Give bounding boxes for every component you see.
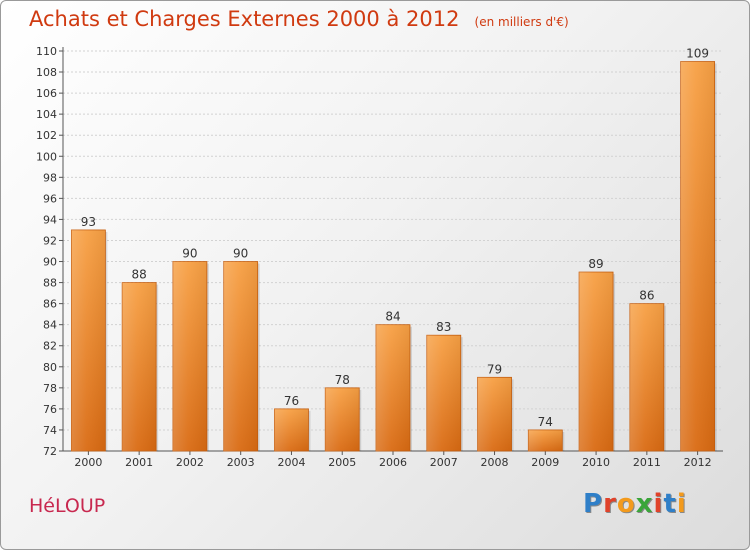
x-tick-label: 2003 xyxy=(227,456,255,469)
bar-value-label: 89 xyxy=(588,257,603,271)
x-tick-label: 2001 xyxy=(125,456,153,469)
logo-letter: r xyxy=(603,489,617,519)
bar-highlight xyxy=(325,387,360,451)
x-tick-label: 2004 xyxy=(277,456,305,469)
y-tick-label: 72 xyxy=(43,445,57,458)
y-tick-label: 92 xyxy=(43,234,57,247)
bar-value-label: 84 xyxy=(385,310,400,324)
bar-value-label: 88 xyxy=(132,268,147,282)
y-tick-label: 84 xyxy=(43,319,57,332)
bar-highlight xyxy=(274,408,309,451)
y-tick-label: 104 xyxy=(36,108,57,121)
bar-highlight xyxy=(426,335,461,451)
bar-highlight xyxy=(71,229,106,451)
y-tick-label: 90 xyxy=(43,256,57,269)
y-tick-label: 74 xyxy=(43,424,57,437)
y-tick-label: 94 xyxy=(43,213,57,226)
logo-letter: x xyxy=(635,489,654,519)
y-tick-label: 88 xyxy=(43,277,57,290)
x-tick-label: 2006 xyxy=(379,456,407,469)
x-tick-label: 2002 xyxy=(176,456,204,469)
logo-letter: i xyxy=(676,489,687,519)
bar-highlight xyxy=(122,282,157,451)
y-tick-label: 82 xyxy=(43,340,57,353)
bar-value-label: 74 xyxy=(538,415,553,429)
bar-value-label: 90 xyxy=(233,247,248,261)
x-tick-label: 2012 xyxy=(684,456,712,469)
logo-letter: P xyxy=(583,489,604,519)
chart-subtitle: (en milliers d'€) xyxy=(474,15,569,29)
proxiti-logo: Proxiti xyxy=(583,489,687,519)
x-tick-label: 2008 xyxy=(481,456,509,469)
chart-title-group: Achats et Charges Externes 2000 à 2012 (… xyxy=(29,7,569,31)
logo-letter: i xyxy=(653,489,664,519)
y-tick-label: 108 xyxy=(36,66,57,79)
x-tick-label: 2000 xyxy=(74,456,102,469)
bar-highlight xyxy=(172,261,207,451)
y-tick-label: 80 xyxy=(43,361,57,374)
bar-value-label: 78 xyxy=(335,373,350,387)
bar-highlight xyxy=(528,429,563,451)
commune-name: HéLOUP xyxy=(29,495,106,517)
bar-value-label: 79 xyxy=(487,362,502,376)
bar-value-label: 76 xyxy=(284,394,299,408)
y-tick-label: 102 xyxy=(36,129,57,142)
bar-highlight xyxy=(376,324,410,451)
y-tick-label: 100 xyxy=(36,150,57,163)
x-tick-label: 2007 xyxy=(430,456,458,469)
x-tick-label: 2005 xyxy=(328,456,356,469)
x-tick-label: 2011 xyxy=(633,456,661,469)
bar-value-label: 109 xyxy=(686,47,709,61)
bar-highlight xyxy=(629,303,664,451)
bar-value-label: 86 xyxy=(639,289,654,303)
y-tick-label: 78 xyxy=(43,382,57,395)
bar-highlight xyxy=(477,377,512,451)
y-tick-label: 98 xyxy=(43,171,57,184)
y-tick-label: 110 xyxy=(36,45,57,58)
y-tick-label: 76 xyxy=(43,403,57,416)
bar-highlight xyxy=(680,61,715,452)
x-tick-label: 2009 xyxy=(531,456,559,469)
y-tick-label: 96 xyxy=(43,192,57,205)
bars xyxy=(70,61,717,452)
labels: 72 74 76 78 80 82 84 86 88 90 92 94 96 98 100 102 104 106… xyxy=(36,45,712,469)
x-tick-label: 2010 xyxy=(582,456,610,469)
bar-value-label: 93 xyxy=(81,215,96,229)
y-tick-label: 86 xyxy=(43,298,57,311)
bar-highlight xyxy=(579,272,614,451)
chart-title: Achats et Charges Externes 2000 à 2012 xyxy=(29,7,460,31)
logo-letter: t xyxy=(663,489,677,519)
y-tick-label: 106 xyxy=(36,87,57,100)
bar-highlight xyxy=(223,261,258,451)
bar-value-label: 90 xyxy=(182,247,197,261)
logo-letter: o xyxy=(616,489,636,519)
bar-value-label: 83 xyxy=(436,320,451,334)
